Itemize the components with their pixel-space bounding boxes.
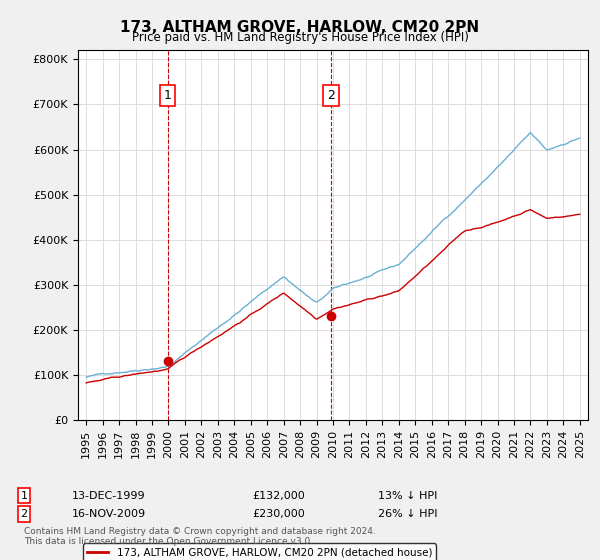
Text: Price paid vs. HM Land Registry's House Price Index (HPI): Price paid vs. HM Land Registry's House …: [131, 31, 469, 44]
Legend: 173, ALTHAM GROVE, HARLOW, CM20 2PN (detached house), HPI: Average price, detach: 173, ALTHAM GROVE, HARLOW, CM20 2PN (det…: [83, 544, 436, 560]
Text: 1: 1: [164, 89, 172, 102]
Text: £230,000: £230,000: [252, 509, 305, 519]
Text: 13% ↓ HPI: 13% ↓ HPI: [378, 491, 437, 501]
Text: 1: 1: [20, 491, 28, 501]
Text: Contains HM Land Registry data © Crown copyright and database right 2024.
This d: Contains HM Land Registry data © Crown c…: [24, 526, 376, 546]
Text: 13-DEC-1999: 13-DEC-1999: [72, 491, 146, 501]
Text: 2: 2: [20, 509, 28, 519]
Text: 16-NOV-2009: 16-NOV-2009: [72, 509, 146, 519]
Text: 26% ↓ HPI: 26% ↓ HPI: [378, 509, 437, 519]
Text: 173, ALTHAM GROVE, HARLOW, CM20 2PN: 173, ALTHAM GROVE, HARLOW, CM20 2PN: [121, 20, 479, 35]
Text: £132,000: £132,000: [252, 491, 305, 501]
Text: 2: 2: [327, 89, 335, 102]
